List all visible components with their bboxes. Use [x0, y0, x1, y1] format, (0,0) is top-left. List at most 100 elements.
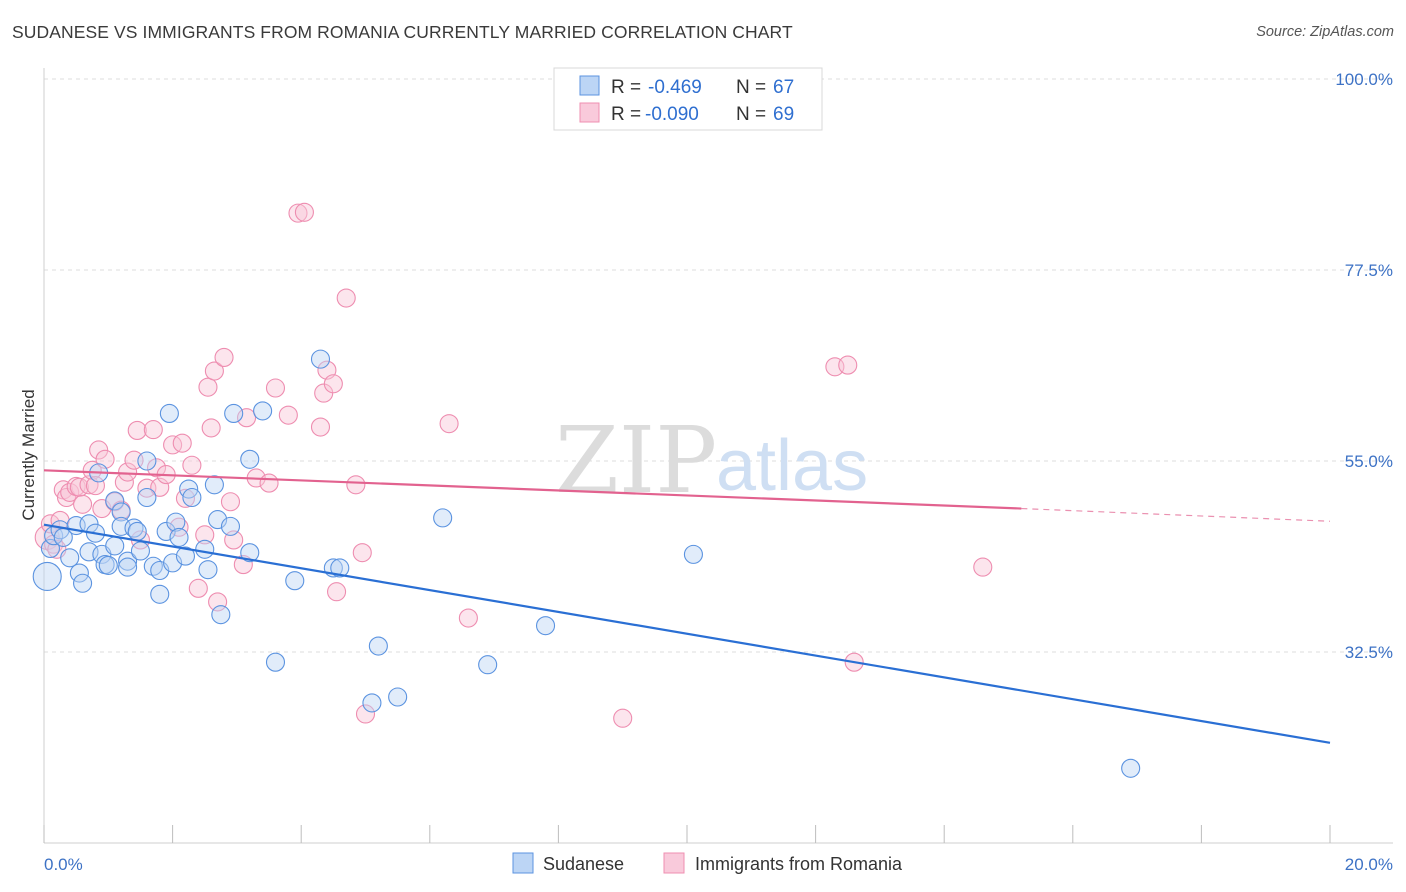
sudanese-point-34 — [169, 527, 189, 547]
romania-point-50 — [294, 202, 314, 222]
sudanese-point-46 — [240, 543, 260, 563]
x-tick-label-1: 20.0% — [1345, 855, 1393, 874]
romania-point-26 — [146, 458, 167, 478]
legend-swatch-blue — [579, 75, 600, 96]
sudanese-point-37 — [182, 487, 202, 508]
romania-point-36 — [198, 377, 218, 397]
romania-point-37 — [201, 418, 221, 438]
romania-point-44 — [236, 408, 257, 428]
sudanese-point-49 — [285, 571, 305, 591]
sudanese-point-17 — [105, 491, 125, 511]
romania-point-62 — [613, 708, 633, 728]
romania-point-35 — [195, 525, 215, 545]
sudanese-point-15 — [98, 555, 118, 575]
romania-point-33 — [182, 455, 202, 475]
watermark-zip: ZIP — [555, 407, 717, 514]
source-label: Source: ZipAtlas.com — [1256, 24, 1394, 40]
sudanese-point-56 — [433, 508, 453, 528]
romania-point-48 — [278, 405, 298, 425]
sudanese-point-40 — [204, 475, 224, 495]
watermark: ZIP atlas — [555, 407, 868, 514]
romania-point-14 — [89, 440, 109, 460]
romania-point-6 — [56, 487, 77, 508]
sudanese-point-8 — [73, 573, 93, 593]
romania-point-30 — [169, 517, 189, 537]
romania-point-47 — [265, 378, 286, 398]
sudanese-point-28 — [150, 584, 170, 604]
romania-point-59 — [355, 704, 376, 724]
romania-point-56 — [336, 288, 356, 308]
series-legend-label-romania: Immigrants from Romania — [695, 854, 903, 874]
sudanese-point-16 — [105, 536, 125, 556]
sudanese-point-35 — [175, 546, 196, 566]
x-tick-labels: 0.0% 20.0% — [44, 855, 1393, 874]
axes — [43, 68, 1393, 844]
sudanese-point-1 — [40, 538, 60, 558]
romania-point-64 — [838, 355, 858, 375]
romania-point-25 — [143, 420, 163, 440]
sudanese-point-25 — [137, 451, 157, 471]
legend-r-value-2: -0.090 — [645, 104, 699, 125]
romania-point-31 — [172, 433, 192, 453]
sudanese-point-7 — [69, 563, 89, 583]
romania-point-61 — [458, 608, 478, 628]
romania-point-49 — [288, 203, 308, 223]
sudanese-point-22 — [124, 518, 144, 538]
y-tick-label-2: 77.5% — [1345, 261, 1393, 280]
sudanese-point-53 — [362, 693, 382, 713]
chart-title: SUDANESE VS IMMIGRANTS FROM ROMANIA CURR… — [12, 22, 793, 42]
sudanese-point-59 — [683, 544, 703, 564]
romania-point-55 — [327, 582, 347, 602]
romania-point-58 — [352, 543, 372, 563]
series-legend: Sudanese Immigrants from Romania — [512, 852, 903, 874]
sudanese-point-55 — [388, 687, 408, 707]
sudanese-point-43 — [220, 516, 241, 536]
romania-point-20 — [118, 462, 138, 482]
legend-r-value-1: -0.469 — [648, 77, 702, 98]
sudanese-point-31 — [159, 403, 179, 424]
stats-legend: R = -0.469 N = 67 R = -0.090 N = 69 — [553, 67, 823, 131]
romania-point-39 — [208, 592, 228, 612]
legend-n-label-2: N = — [736, 104, 766, 125]
romania-point-38 — [204, 361, 224, 381]
sudanese-point-54 — [368, 636, 388, 656]
sudanese-point-45 — [240, 449, 260, 469]
y-tick-labels: 32.5% 55.0% 77.5% 100.0% — [1335, 70, 1393, 662]
romania-point-22 — [127, 420, 147, 440]
legend-n-value-1: 67 — [773, 77, 794, 98]
romania-point-41 — [220, 492, 241, 512]
romania-point-34 — [188, 578, 208, 598]
sudanese-point-47 — [253, 401, 273, 421]
sudanese-point-20 — [118, 551, 138, 571]
points-series-2 — [34, 202, 993, 728]
romania-point-60 — [439, 414, 459, 434]
sudanese-point-21 — [118, 557, 138, 577]
romania-point-51 — [310, 417, 331, 437]
series-legend-swatch-romania — [663, 852, 685, 874]
sudanese-point-18 — [111, 502, 131, 522]
romania-point-10 — [73, 494, 93, 514]
romania-point-54 — [323, 374, 343, 394]
sudanese-point-50 — [310, 349, 331, 369]
romania-point-40 — [214, 347, 234, 367]
romania-point-27 — [150, 477, 170, 497]
series-legend-label-sudanese: Sudanese — [543, 854, 624, 874]
sudanese-point-39 — [198, 560, 218, 580]
sudanese-point-60 — [1121, 758, 1141, 778]
trend-line-romania — [43, 469, 1022, 510]
series-legend-swatch-sudanese — [512, 852, 534, 874]
romania-point-29 — [163, 435, 183, 455]
romania-point-57 — [346, 475, 366, 495]
sudanese-point-5 — [60, 548, 80, 568]
sudanese-point-33 — [166, 512, 186, 532]
y-tick-label-3: 100.0% — [1335, 70, 1393, 89]
watermark-atlas: atlas — [716, 426, 868, 506]
sudanese-point-26 — [137, 487, 157, 508]
y-axis-label: Currently Married — [19, 389, 38, 520]
trend-line-sudanese — [43, 523, 1331, 744]
y-tick-label-1: 55.0% — [1345, 452, 1393, 471]
y-tick-label-0: 32.5% — [1345, 643, 1393, 662]
trend-line-romania-extension — [1021, 507, 1331, 522]
sudanese-point-58 — [535, 616, 556, 636]
